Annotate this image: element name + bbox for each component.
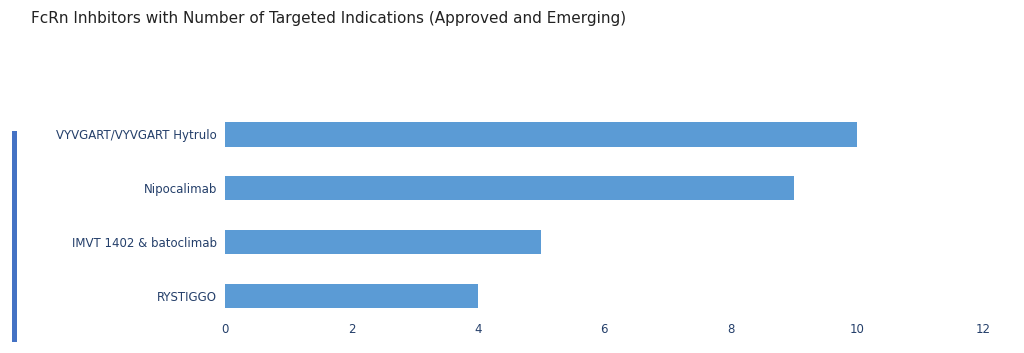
Bar — [225, 230, 541, 255]
Bar — [225, 122, 857, 146]
Bar — [225, 284, 478, 309]
Bar — [225, 176, 794, 201]
Text: FcRn Inhbitors with Number of Targeted Indications (Approved and Emerging): FcRn Inhbitors with Number of Targeted I… — [31, 11, 626, 25]
